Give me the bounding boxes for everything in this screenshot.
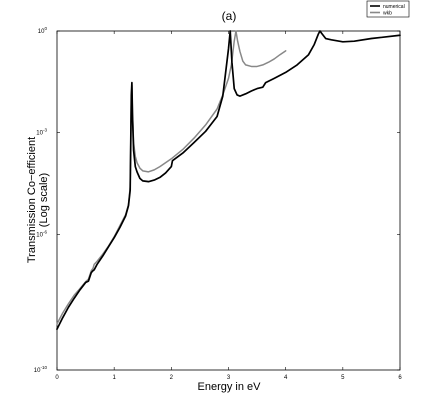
legend-label-numerical: numerical bbox=[383, 4, 405, 10]
x-tick-label: 0 bbox=[55, 375, 59, 381]
x-axis-ticks: 0 1 2 3 4 5 6 bbox=[55, 31, 402, 381]
y-tick-label-base: 10 bbox=[36, 232, 43, 238]
y-tick-label-base: 10 bbox=[34, 368, 41, 374]
y-tick-label-base: 10 bbox=[36, 131, 43, 137]
y-tick-label: 10-3 bbox=[36, 128, 47, 137]
y-tick-label: 10-10 bbox=[34, 365, 48, 374]
x-tick-label: 5 bbox=[341, 375, 345, 381]
y-axis-label-line1: Transmission Co−efficient bbox=[26, 137, 38, 263]
chart-title: (a) bbox=[222, 9, 237, 23]
y-axis-label-line2: (Log scale) bbox=[38, 173, 50, 227]
y-tick-label-exponent: -10 bbox=[40, 365, 47, 370]
y-tick-label-base: 10 bbox=[38, 29, 45, 35]
legend: numerical wkb bbox=[366, 0, 410, 18]
x-tick-label: 2 bbox=[170, 375, 174, 381]
legend-label-wkb: wkb bbox=[383, 10, 392, 16]
x-tick-label: 1 bbox=[112, 375, 116, 381]
series-line-numerical bbox=[56, 30, 401, 331]
y-tick-label-exponent: -3 bbox=[43, 128, 47, 133]
x-tick-label: 6 bbox=[398, 375, 402, 381]
x-axis-label: Energy in eV bbox=[198, 381, 262, 393]
series-line-wkb bbox=[56, 30, 287, 325]
x-tick-label: 3 bbox=[227, 375, 231, 381]
y-tick-label-exponent: -6 bbox=[43, 229, 47, 234]
series-layer bbox=[56, 30, 401, 331]
y-tick-label-exponent: 0 bbox=[44, 26, 47, 31]
x-tick-label: 4 bbox=[284, 375, 288, 381]
y-tick-label: 10-6 bbox=[36, 229, 47, 238]
y-tick-label: 100 bbox=[38, 26, 48, 35]
